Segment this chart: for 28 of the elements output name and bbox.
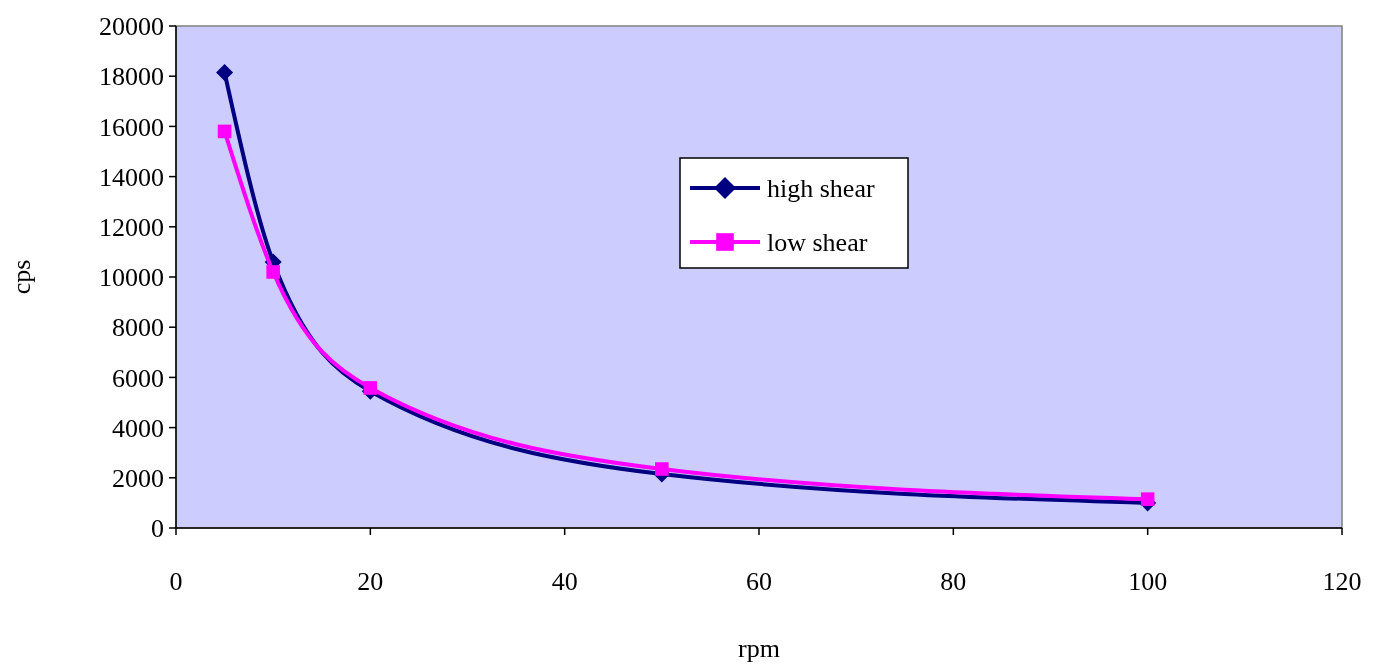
- point: [1140, 492, 1155, 506]
- point: [363, 381, 378, 395]
- x-axis-title: rpm: [738, 634, 780, 663]
- point: [217, 124, 232, 139]
- x-tick-label: 100: [1128, 567, 1168, 596]
- y-tick-label: 6000: [112, 363, 164, 393]
- y-tick-label: 2000: [112, 463, 164, 493]
- x-tick-label: 60: [746, 567, 772, 596]
- point: [655, 462, 669, 476]
- y-tick-label: 8000: [112, 313, 164, 343]
- y-tick-label: 16000: [99, 112, 164, 142]
- y-tick-label: 20000: [99, 12, 164, 42]
- legend-label: high shear: [767, 174, 875, 204]
- x-tick-label: 120: [1322, 567, 1362, 596]
- x-tick-label: 80: [940, 567, 967, 596]
- x-tick-label: 40: [551, 567, 578, 596]
- x-tick-label: 20: [357, 567, 384, 596]
- y-axis-title: cps: [7, 259, 36, 295]
- x-tick-label: 0: [169, 567, 183, 596]
- y-tick-label: 4000: [112, 413, 164, 443]
- y-tick-label: 14000: [99, 162, 164, 192]
- y-tick-label: 18000: [99, 62, 164, 92]
- y-tick-label: 12000: [99, 212, 164, 242]
- y-tick-label: 0: [151, 514, 164, 544]
- y-tick-label: 10000: [99, 263, 164, 293]
- point: [216, 63, 234, 81]
- legend-label: low shear: [767, 228, 868, 258]
- point: [266, 265, 280, 279]
